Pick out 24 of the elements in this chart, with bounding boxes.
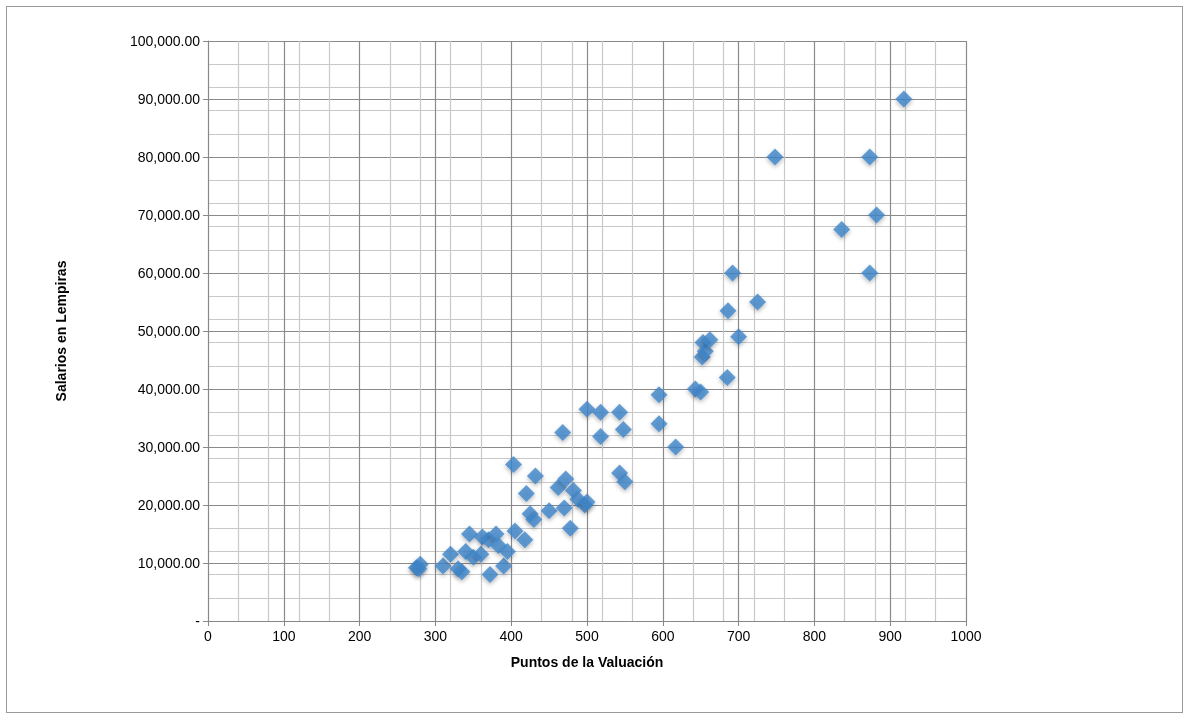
y-tick-label: 70,000.00 bbox=[137, 207, 201, 223]
x-tick-label: 700 bbox=[726, 628, 751, 644]
y-tick-label: 20,000.00 bbox=[137, 497, 201, 513]
y-tick-label: 10,000.00 bbox=[137, 555, 201, 571]
x-tick-label: 800 bbox=[802, 628, 827, 644]
y-tick-label: 100,000.00 bbox=[129, 33, 201, 49]
y-tick-label: 60,000.00 bbox=[137, 265, 201, 281]
x-tick-label: 300 bbox=[423, 628, 448, 644]
y-tick-label: 30,000.00 bbox=[137, 439, 201, 455]
y-tick-label: 90,000.00 bbox=[137, 91, 201, 107]
x-tick-label: 1000 bbox=[950, 628, 982, 644]
y-axis-title: Salarios en Lempiras bbox=[53, 260, 69, 402]
x-tick-label: 600 bbox=[651, 628, 675, 644]
y-tick-label: 50,000.00 bbox=[137, 323, 201, 339]
y-tick-label: 40,000.00 bbox=[137, 381, 201, 397]
x-tick-label: 400 bbox=[499, 628, 524, 644]
y-tick-label: - bbox=[195, 613, 201, 629]
x-tick-label: 900 bbox=[878, 628, 903, 644]
x-axis-title: Puntos de la Valuación bbox=[510, 654, 664, 670]
x-tick-label: 500 bbox=[575, 628, 599, 644]
y-tick-label: 80,000.00 bbox=[137, 149, 201, 165]
x-tick-label: 200 bbox=[347, 628, 372, 644]
x-tick-label: 100 bbox=[272, 628, 296, 644]
x-tick-label: 0 bbox=[204, 628, 213, 644]
